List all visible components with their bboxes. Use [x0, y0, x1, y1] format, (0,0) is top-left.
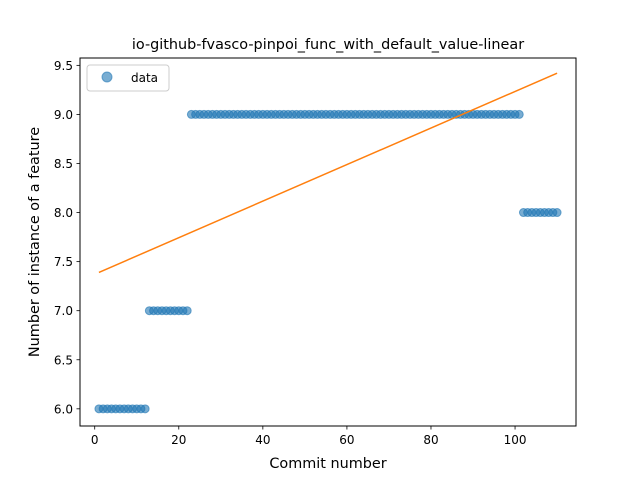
x-tick-label: 80	[423, 433, 438, 447]
y-axis-label: Number of instance of a feature	[27, 127, 43, 357]
axes-frame	[79, 57, 577, 427]
x-axis-label: Commit number	[269, 456, 386, 472]
linear-fit-line	[98, 72, 558, 274]
x-tick-label: 40	[255, 433, 270, 447]
data-point	[514, 109, 524, 119]
x-tick-label: 60	[339, 433, 354, 447]
y-tick-label: 8.5	[54, 157, 73, 171]
x-axis-ticks: 0 20 40 60 80 100	[91, 426, 527, 447]
x-tick-label: 0	[91, 433, 99, 447]
x-tick-label: 20	[171, 433, 186, 447]
chart-title: io-github-fvasco-pinpoi_func_with_defaul…	[132, 37, 524, 53]
y-axis-ticks: 6.0 6.5 7.0 7.5 8.0 8.5 9.0 9.5	[54, 59, 80, 416]
x-tick-label: 100	[504, 433, 527, 447]
data-point	[552, 208, 562, 218]
y-tick-label: 8.0	[54, 206, 73, 220]
plot-marks	[94, 72, 562, 414]
legend-box	[86, 64, 170, 92]
y-tick-label: 6.5	[54, 353, 73, 367]
y-tick-label: 7.5	[54, 255, 73, 269]
y-tick-label: 9.5	[54, 59, 73, 73]
legend-marker-data	[101, 71, 113, 83]
legend-label-data: data	[131, 71, 158, 85]
data-point	[140, 404, 150, 414]
data-point	[182, 306, 192, 316]
legend: data	[86, 64, 170, 92]
y-tick-label: 9.0	[54, 108, 73, 122]
y-tick-label: 7.0	[54, 304, 73, 318]
y-tick-label: 6.0	[54, 402, 73, 416]
